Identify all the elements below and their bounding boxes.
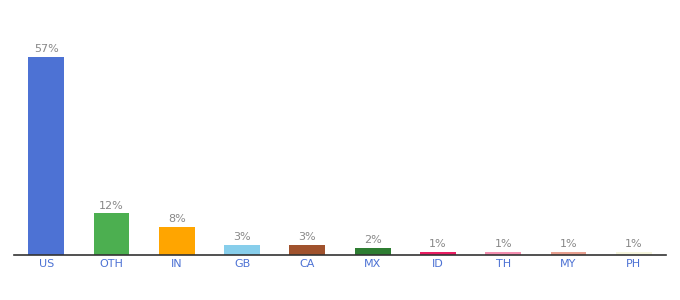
Text: 1%: 1%	[625, 239, 643, 249]
Bar	[159, 227, 194, 255]
Bar	[420, 251, 456, 255]
Text: 1%: 1%	[429, 239, 447, 249]
Text: 1%: 1%	[494, 239, 512, 249]
Bar	[290, 244, 325, 255]
Bar	[616, 251, 651, 255]
Bar	[486, 251, 521, 255]
Text: 2%: 2%	[364, 235, 381, 245]
Text: 57%: 57%	[34, 44, 58, 54]
Text: 12%: 12%	[99, 200, 124, 211]
Text: 3%: 3%	[233, 232, 251, 242]
Bar	[355, 248, 390, 255]
Text: 3%: 3%	[299, 232, 316, 242]
Text: 8%: 8%	[168, 214, 186, 224]
Text: 1%: 1%	[560, 239, 577, 249]
Bar	[224, 244, 260, 255]
Bar	[94, 213, 129, 255]
Bar	[551, 251, 586, 255]
Bar	[29, 57, 64, 255]
